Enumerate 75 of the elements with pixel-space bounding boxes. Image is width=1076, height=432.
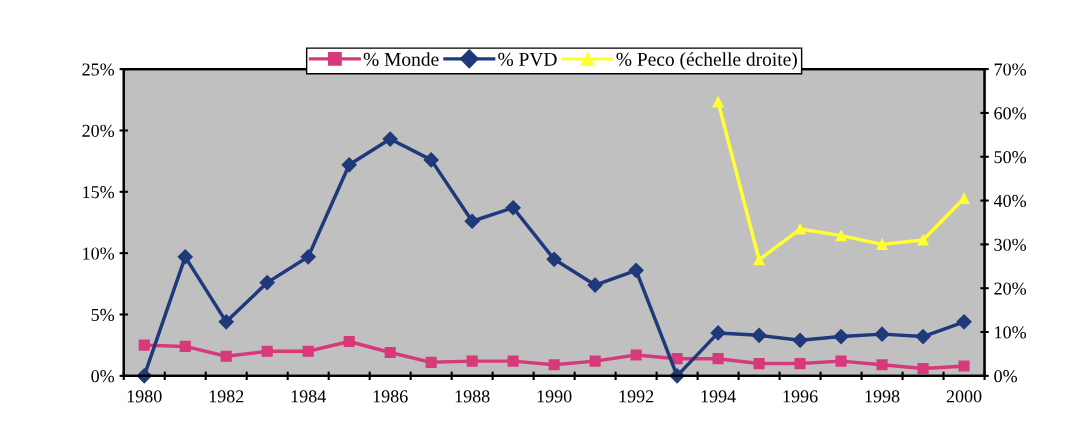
point [505,200,521,216]
point [138,339,150,351]
x-tick-label: 2000 [946,390,982,403]
point [507,355,519,367]
point [548,359,560,371]
y2-tick-label: 40% [993,194,1027,208]
point [712,353,724,365]
point [218,314,234,330]
point [794,223,806,235]
point [710,325,726,341]
point [546,251,562,267]
point [179,340,191,352]
legend-label: % Monde [363,52,439,66]
point [589,355,601,367]
x-tick-label: 1984 [291,390,326,403]
y-tick-label: 25% [82,63,115,76]
point [671,353,683,365]
point [425,356,437,368]
y-tick-label: 0% [91,370,115,383]
x-tick-label: 1990 [537,390,572,403]
x-tick-label: 1998 [865,390,900,403]
point [341,157,357,173]
point [792,332,808,348]
y-tick-label: 15% [83,186,115,199]
point [917,234,929,246]
y2-tick-label: 50% [994,151,1027,164]
point [753,254,765,266]
point [343,335,355,348]
x-tick-label: 1992 [619,390,654,403]
point [794,358,806,370]
x-tick-label: 1982 [209,390,244,403]
point [712,96,724,108]
point [958,192,970,204]
point [302,345,314,357]
point [630,349,642,361]
point [956,314,972,330]
point [423,152,439,168]
point [464,213,480,229]
point [466,355,478,367]
point [220,350,232,362]
point [382,131,398,147]
point [259,275,275,291]
point [261,345,273,357]
point [587,277,603,293]
y2-tick-label: 60% [994,107,1027,120]
point [384,346,396,359]
point [833,329,849,345]
y2-tick-label: 20% [994,282,1027,295]
x-tick-label: 1994 [701,390,736,403]
x-tick-label: 1996 [783,390,818,403]
y2-tick-label: 10% [995,326,1027,339]
x-tick-label: 1988 [455,390,490,403]
point [835,355,847,367]
point [177,249,193,265]
y2-tick-label: 70% [994,63,1027,76]
y-tick-label: 20% [82,124,115,137]
point [876,238,888,250]
x-tick-label: 1986 [373,390,408,403]
legend-label: % Peco (échelle droite) [616,52,797,70]
point [753,358,765,370]
point [751,327,767,343]
y-tick-label: 5% [91,308,115,321]
legend-label: % PVD [498,52,557,66]
y2-tick-label: 30% [994,238,1027,251]
y-tick-label: 10% [83,247,115,260]
y2-tick-label: 0% [994,370,1018,383]
point [300,249,316,265]
point [917,362,929,375]
point [874,326,890,342]
point [915,329,931,345]
point [835,230,847,242]
point [876,359,888,371]
point [628,262,644,278]
x-tick-label: 1980 [127,390,162,403]
point [958,360,970,372]
